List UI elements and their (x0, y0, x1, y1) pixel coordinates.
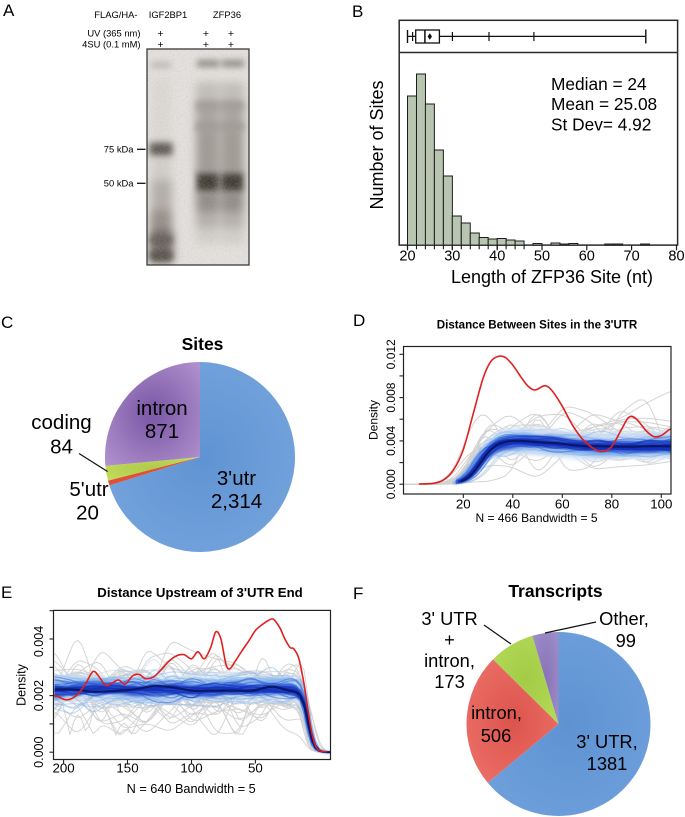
svg-text:30: 30 (444, 249, 460, 265)
svg-text:50 kDa: 50 kDa (104, 178, 134, 189)
svg-text:Transcripts: Transcripts (508, 581, 603, 601)
svg-text:Number of Sites: Number of Sites (367, 80, 387, 209)
svg-text:Median = 24: Median = 24 (551, 74, 647, 94)
svg-text:0.012: 0.012 (384, 339, 398, 369)
svg-text:506: 506 (481, 725, 512, 746)
svg-text:3' UTR: 3' UTR (421, 608, 477, 629)
svg-text:Length of ZFP36 Site (nt): Length of ZFP36 Site (nt) (451, 267, 653, 287)
svg-text:+: + (444, 629, 455, 650)
svg-text:3' UTR,: 3' UTR, (576, 731, 637, 752)
svg-text:+: + (228, 28, 234, 40)
svg-text:intron: intron (136, 397, 187, 420)
svg-text:B: B (352, 2, 363, 21)
svg-text:150: 150 (116, 761, 138, 776)
svg-text:2,314: 2,314 (211, 490, 262, 513)
svg-text:100: 100 (650, 497, 672, 512)
svg-text:N = 640 Bandwidth = 5: N = 640 Bandwidth = 5 (127, 782, 256, 796)
svg-text:0.002: 0.002 (32, 680, 46, 711)
svg-text:coding: coding (31, 411, 91, 434)
svg-text:Density: Density (367, 400, 381, 440)
svg-text:50: 50 (534, 249, 550, 265)
svg-text:70: 70 (624, 249, 640, 265)
svg-text:+: + (157, 28, 163, 40)
svg-text:+: + (157, 39, 163, 51)
svg-text:80: 80 (604, 497, 619, 512)
svg-text:Distance Upstream of 3'UTR End: Distance Upstream of 3'UTR End (97, 585, 302, 600)
svg-text:0.000: 0.000 (384, 469, 398, 499)
svg-text:intron,: intron, (424, 650, 475, 671)
svg-text:50: 50 (248, 761, 263, 776)
svg-text:E: E (1, 583, 12, 602)
svg-text:Distance Between Sites in the: Distance Between Sites in the 3'UTR (437, 319, 638, 332)
svg-text:FLAG/HA-: FLAG/HA- (94, 9, 137, 20)
svg-text:99: 99 (616, 630, 636, 651)
svg-text:5'utr: 5'utr (69, 478, 108, 501)
svg-text:60: 60 (555, 497, 570, 512)
svg-text:100: 100 (180, 761, 202, 776)
svg-text:D: D (353, 311, 365, 330)
svg-text:Sites: Sites (182, 334, 224, 354)
svg-text:St Dev= 4.92: St Dev= 4.92 (551, 115, 651, 135)
svg-text:0.004: 0.004 (384, 426, 398, 456)
svg-text:20: 20 (76, 502, 99, 525)
svg-text:0.008: 0.008 (384, 382, 398, 412)
svg-text:Mean = 25.08: Mean = 25.08 (551, 94, 657, 114)
svg-text:IGF2BP1: IGF2BP1 (149, 9, 188, 20)
svg-text:4SU (0.1 mM): 4SU (0.1 mM) (82, 39, 140, 50)
svg-text:80: 80 (668, 249, 684, 265)
svg-text:C: C (1, 313, 13, 332)
svg-text:UV (365 nm): UV (365 nm) (87, 28, 140, 39)
svg-text:173: 173 (434, 671, 465, 692)
svg-text:ZFP36: ZFP36 (213, 9, 241, 20)
svg-text:40: 40 (489, 249, 505, 265)
svg-text:intron,: intron, (471, 702, 522, 723)
svg-text:3'utr: 3'utr (217, 467, 256, 490)
svg-text:N = 466 Bandwidth = 5: N = 466 Bandwidth = 5 (475, 511, 597, 525)
svg-text:Density: Density (15, 663, 29, 705)
svg-text:20: 20 (456, 497, 471, 512)
svg-text:0.000: 0.000 (32, 737, 46, 768)
svg-text:+: + (203, 39, 209, 51)
svg-text:20: 20 (399, 249, 415, 265)
svg-text:871: 871 (145, 420, 179, 443)
svg-text:+: + (228, 39, 234, 51)
svg-text:1381: 1381 (587, 753, 628, 774)
svg-text:200: 200 (53, 761, 75, 776)
svg-text:0.004: 0.004 (32, 626, 46, 657)
svg-text:A: A (3, 1, 15, 20)
svg-text:+: + (203, 28, 209, 40)
svg-text:40: 40 (505, 497, 520, 512)
svg-text:75 kDa: 75 kDa (104, 144, 134, 155)
svg-text:F: F (353, 584, 363, 603)
svg-text:60: 60 (579, 249, 595, 265)
svg-text:84: 84 (50, 436, 73, 459)
svg-text:Other,: Other, (599, 608, 649, 629)
